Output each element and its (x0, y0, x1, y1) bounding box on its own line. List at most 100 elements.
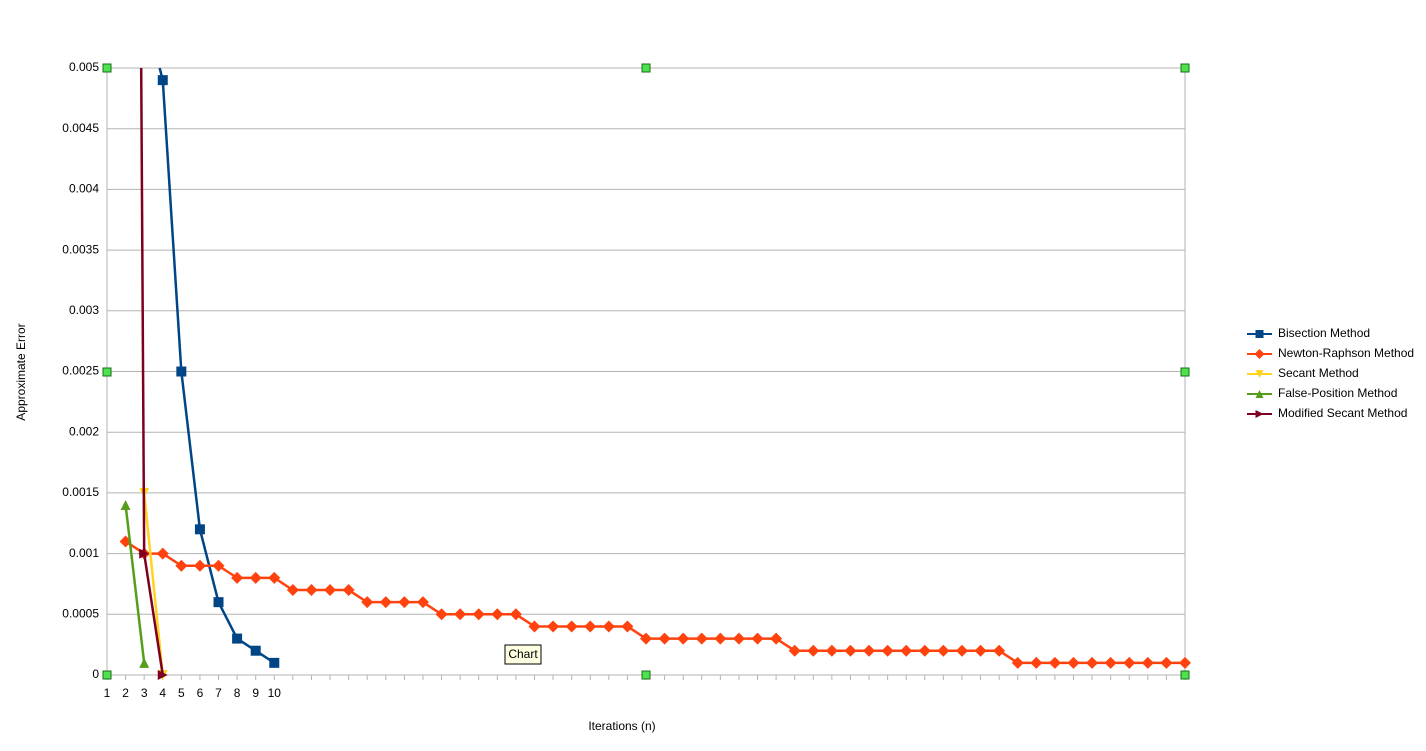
data-point (250, 645, 261, 656)
y-tick-label: 0.0015 (62, 485, 99, 499)
data-point (1011, 656, 1024, 669)
x-tick-label: 8 (234, 686, 241, 700)
x-tick-label: 5 (178, 686, 185, 700)
data-point (212, 559, 225, 572)
data-point (139, 2, 149, 12)
data-point (361, 596, 374, 609)
x-tick-label: 6 (197, 686, 204, 700)
y-tick-label: 0 (92, 667, 99, 681)
data-point (974, 644, 987, 657)
data-point (416, 596, 429, 609)
legend-marker (1255, 370, 1264, 378)
data-point (194, 524, 205, 535)
series-line (139, 68, 164, 676)
selection-handles (102, 63, 1190, 680)
y-tick-label: 0.0025 (62, 364, 99, 378)
tooltip-text: Chart (508, 647, 538, 661)
y-tick-label: 0.002 (69, 424, 99, 438)
handle[interactable] (102, 63, 112, 73)
series-layer (119, 2, 1191, 680)
handle[interactable] (102, 367, 112, 377)
y-tick-label: 0.003 (69, 303, 99, 317)
x-tick-label: 10 (268, 686, 282, 700)
handle[interactable] (1180, 63, 1190, 73)
data-point (157, 670, 168, 680)
data-point (139, 548, 150, 559)
x-tick-label: 4 (159, 686, 166, 700)
data-point (863, 644, 876, 657)
y-axis-title: Approximate Error (14, 323, 28, 420)
data-point (900, 644, 913, 657)
data-point (844, 644, 857, 657)
series-line (124, 540, 1185, 665)
data-point (1067, 656, 1080, 669)
data-point (1160, 656, 1173, 669)
tooltip-box (504, 644, 542, 665)
legend-marker (1255, 390, 1264, 398)
data-point (156, 547, 169, 560)
data-point (528, 620, 541, 633)
data-point (175, 559, 188, 572)
data-point (547, 620, 560, 633)
x-tick-label: 2 (122, 686, 129, 700)
data-point (157, 75, 168, 86)
data-point (1179, 656, 1191, 669)
data-point (918, 644, 931, 657)
y-tick-label: 0.004 (69, 182, 99, 196)
data-point (677, 632, 690, 645)
data-point (342, 584, 355, 597)
data-point (398, 596, 411, 609)
data-point (565, 620, 578, 633)
data-point (139, 657, 150, 668)
handle[interactable] (641, 63, 651, 73)
data-point (658, 632, 671, 645)
y-tick-label: 0.005 (69, 60, 99, 74)
legend-marker (1254, 349, 1265, 359)
data-point (286, 584, 299, 597)
x-tick-label: 1 (104, 686, 111, 700)
data-point (269, 657, 280, 668)
series-line (124, 504, 146, 664)
data-point (1123, 656, 1136, 669)
data-point (732, 632, 745, 645)
handle[interactable] (102, 670, 112, 680)
data-point (807, 644, 820, 657)
x-tick-label: 3 (141, 686, 148, 700)
data-point (621, 620, 634, 633)
data-point (231, 571, 244, 584)
data-point (937, 644, 950, 657)
data-point (751, 632, 764, 645)
data-point (788, 644, 801, 657)
data-point (176, 366, 187, 377)
legend: Bisection Method Newton-Raphson Method Sec… (1247, 326, 1414, 420)
legend-label: Secant Method (1278, 366, 1359, 380)
x-axis-title: Iterations (n) (588, 719, 655, 733)
data-point (249, 571, 262, 584)
data-point (1104, 656, 1117, 669)
data-point (1030, 656, 1043, 669)
data-point (584, 620, 597, 633)
data-point (509, 608, 522, 621)
data-point (491, 608, 504, 621)
data-point (881, 644, 894, 657)
legend-label: False-Position Method (1278, 386, 1397, 400)
data-point (472, 608, 485, 621)
y-tick-label: 0.0005 (62, 606, 99, 620)
legend-marker (1255, 410, 1264, 418)
data-point (602, 620, 615, 633)
data-point (454, 608, 467, 621)
data-point (955, 644, 968, 657)
data-point (268, 571, 281, 584)
handle[interactable] (1180, 367, 1190, 377)
data-point (695, 632, 708, 645)
series-line (142, 492, 165, 676)
handle[interactable] (1180, 670, 1190, 680)
data-point (1141, 656, 1154, 669)
x-tick-label: 9 (252, 686, 259, 700)
legend-label: Modified Secant Method (1278, 406, 1407, 420)
data-point (193, 559, 206, 572)
legend-label: Newton-Raphson Method (1278, 346, 1414, 360)
data-point (379, 596, 392, 609)
handle[interactable] (641, 670, 651, 680)
